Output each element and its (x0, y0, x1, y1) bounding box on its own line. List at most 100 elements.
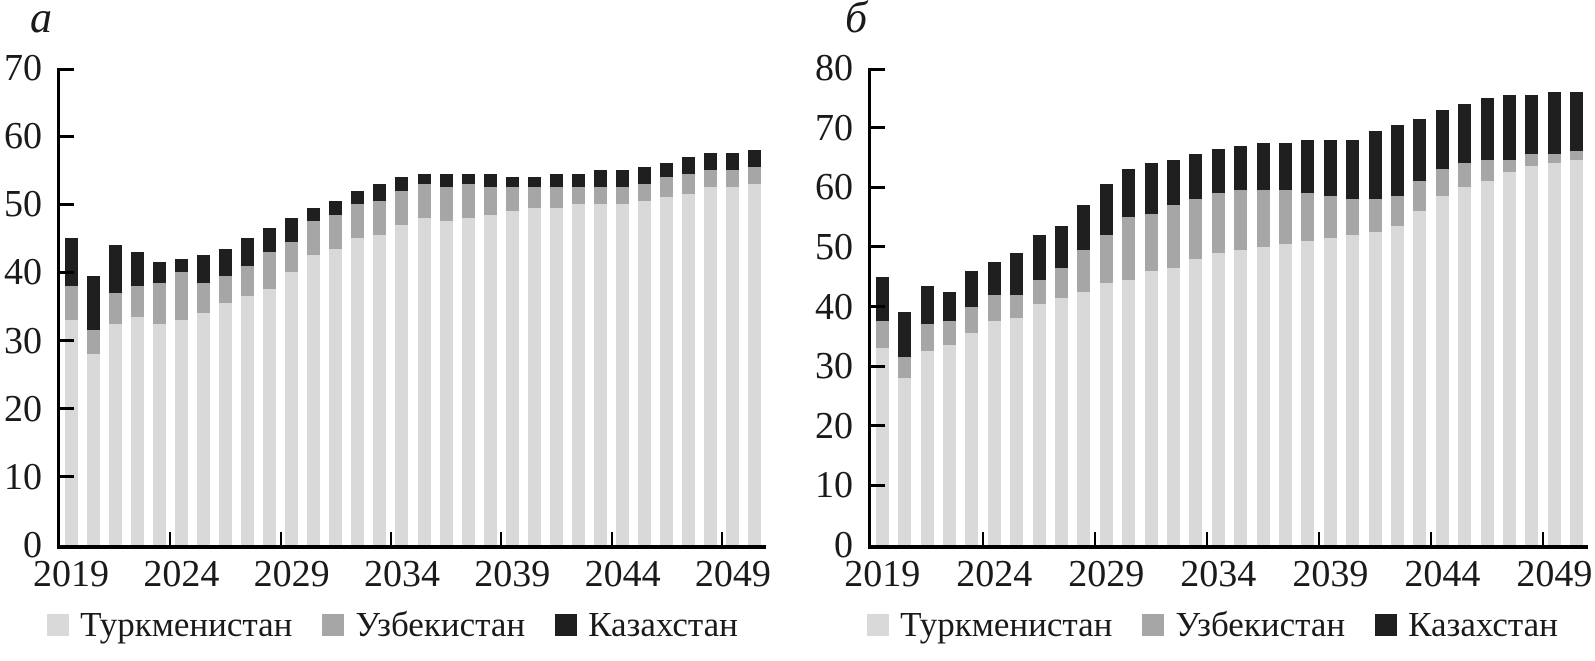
x-axis-label: 2024 (956, 553, 1033, 595)
bar-2034-kazakhstan (1211, 148, 1225, 194)
bar-2050-kazakhstan (748, 149, 762, 167)
bar-2046-kazakhstan (1480, 97, 1494, 161)
bar-2030-kazakhstan (1122, 169, 1136, 218)
y-axis-label: 30 (815, 345, 853, 388)
legend-item: Казахстан (555, 607, 738, 642)
bar-2019-turkmenistan (875, 348, 889, 545)
y-axis-tick (60, 339, 74, 343)
bar-2048-uzbekistan (704, 170, 718, 188)
bar-2023-kazakhstan (152, 262, 166, 283)
bar-2021-uzbekistan (920, 324, 934, 352)
bar-2050-kazakhstan (1570, 91, 1584, 152)
legend-label: Туркменистан (80, 605, 293, 644)
x-axis-label: 2039 (474, 553, 551, 595)
bar-2039-uzbekistan (1323, 196, 1337, 238)
bar-2043-turkmenistan (1413, 211, 1427, 545)
bar-2047-uzbekistan (682, 173, 696, 195)
bar-2019-uzbekistan (64, 286, 78, 321)
bar-2040-uzbekistan (1346, 199, 1360, 235)
bar-2024-turkmenistan (174, 320, 188, 545)
bar-2026-turkmenistan (1032, 303, 1046, 545)
bar-2022-uzbekistan (942, 321, 956, 346)
bar-2026-kazakhstan (218, 248, 232, 276)
bar-2042-turkmenistan (1391, 226, 1405, 545)
x-axis-label: 2049 (1516, 553, 1593, 595)
x-axis-tick (610, 532, 613, 545)
bar-2037-uzbekistan (1279, 190, 1293, 244)
y-axis-tick (60, 407, 74, 411)
bar-2028-turkmenistan (1077, 291, 1091, 545)
bar-2029-turkmenistan (1099, 282, 1113, 545)
legend-item: Узбекистан (1142, 607, 1345, 642)
bar-2036-uzbekistan (1256, 190, 1270, 247)
y-axis-label: 80 (815, 47, 853, 89)
bar-2030-turkmenistan (1122, 279, 1136, 545)
bar-2043-kazakhstan (594, 170, 608, 188)
bar-2046-uzbekistan (660, 177, 674, 198)
y-axis-tick (871, 364, 885, 368)
bar-2031-uzbekistan (1144, 214, 1158, 271)
bar-2037-kazakhstan (461, 173, 475, 184)
y-axis-label: 20 (4, 387, 42, 430)
x-axis-tick (169, 532, 172, 545)
bar-2031-turkmenistan (329, 248, 343, 545)
bar-2021-kazakhstan (108, 245, 122, 293)
bar-2049-uzbekistan (726, 170, 740, 188)
bar-2041-turkmenistan (1368, 231, 1382, 545)
bar-2034-turkmenistan (395, 224, 409, 545)
y-axis-label: 50 (4, 183, 42, 226)
legend-item: Узбекистан (322, 607, 525, 642)
x-axis-label: 2044 (1404, 553, 1481, 595)
x-axis-label: 2049 (694, 553, 771, 595)
bar-2044-uzbekistan (616, 187, 630, 205)
bar-2030-uzbekistan (307, 221, 321, 256)
bar-2046-uzbekistan (1480, 160, 1494, 182)
bar-2029-turkmenistan (285, 272, 299, 545)
x-axis-label: 2034 (363, 553, 440, 595)
bar-2029-kazakhstan (1099, 184, 1113, 235)
bar-2033-turkmenistan (1189, 258, 1203, 545)
bar-2033-uzbekistan (373, 200, 387, 235)
bar-2026-uzbekistan (218, 275, 232, 304)
plot-area-b: 0 10 20 30 40 50 60 70 80 2019 2024 2029 2034 2039 204… (815, 49, 1592, 593)
legend-swatch-icon (47, 613, 70, 636)
bar-2025-uzbekistan (196, 282, 210, 314)
bar-2024-turkmenistan (987, 321, 1001, 545)
bar-2050-turkmenistan (748, 183, 762, 545)
bar-2026-turkmenistan (218, 303, 232, 545)
bar-2026-uzbekistan (1032, 279, 1046, 304)
y-axis-tick (871, 126, 885, 130)
bar-2023-uzbekistan (965, 306, 979, 334)
bar-2019-turkmenistan (64, 320, 78, 545)
bar-2043-turkmenistan (594, 204, 608, 545)
bar-2033-kazakhstan (1189, 154, 1203, 200)
bar-2050-uzbekistan (748, 166, 762, 184)
bar-2038-turkmenistan (1301, 240, 1315, 545)
bar-2027-kazakhstan (241, 238, 255, 266)
bar-2037-turkmenistan (1279, 243, 1293, 545)
legend-item: Туркменистан (47, 607, 292, 642)
bar-2037-turkmenistan (461, 217, 475, 545)
bar-2034-turkmenistan (1211, 252, 1225, 545)
bar-2049-uzbekistan (1547, 154, 1561, 164)
bar-2036-turkmenistan (439, 221, 453, 545)
bar-2034-kazakhstan (395, 177, 409, 191)
bar-2032-uzbekistan (351, 204, 365, 239)
y-axis-tick (60, 270, 74, 274)
bar-2039-kazakhstan (505, 177, 519, 188)
bar-2047-turkmenistan (682, 194, 696, 545)
x-axis-tick (1206, 532, 1209, 545)
bar-2027-kazakhstan (1054, 226, 1068, 268)
bar-2044-turkmenistan (616, 204, 630, 545)
bar-2048-turkmenistan (704, 187, 718, 545)
y-axis-tick (871, 245, 885, 249)
bar-2037-uzbekistan (461, 183, 475, 218)
bar-2040-turkmenistan (1346, 234, 1360, 545)
bar-2041-kazakhstan (549, 173, 563, 188)
legend-label: Узбекистан (355, 605, 526, 644)
bar-2047-turkmenistan (1503, 172, 1517, 545)
bar-2048-kazakhstan (1525, 94, 1539, 155)
bar-2035-uzbekistan (417, 183, 431, 218)
bar-2049-turkmenistan (1547, 163, 1561, 545)
